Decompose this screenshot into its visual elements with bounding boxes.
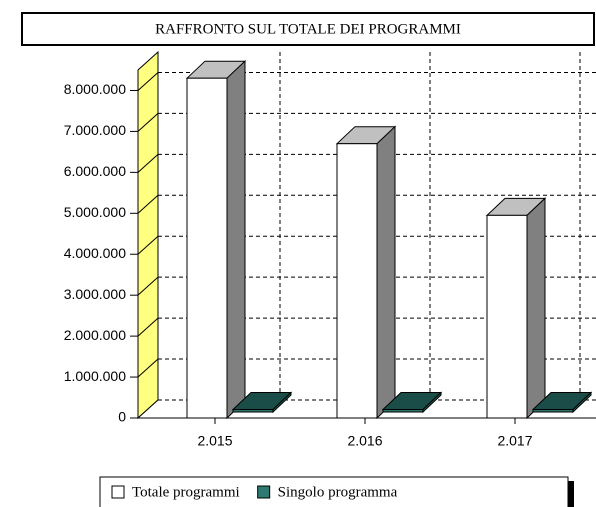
legend xyxy=(99,476,569,507)
y-tick-label: 1.000.000 xyxy=(64,368,126,384)
side-wall xyxy=(137,50,159,420)
y-tick-label: 3.000.000 xyxy=(64,286,126,302)
y-tick-label: 0 xyxy=(118,409,126,425)
x-tick-label: 2.017 xyxy=(497,433,532,449)
grid-diagonal xyxy=(137,153,159,173)
grid-diagonal xyxy=(137,358,159,378)
x-tick-label: 2.016 xyxy=(347,433,382,449)
grid-diagonal xyxy=(137,72,159,91)
grid-diagonal xyxy=(137,399,159,419)
legend-swatch xyxy=(111,485,125,499)
grid-diagonal xyxy=(137,235,159,255)
bar-side xyxy=(376,125,396,420)
grid-diagonal xyxy=(137,113,159,132)
grid-diagonal xyxy=(137,317,159,337)
x-tick-label: 2.015 xyxy=(197,433,232,449)
y-tick-label: 5.000.000 xyxy=(64,204,126,220)
y-tick-label: 6.000.000 xyxy=(64,163,126,179)
legend-swatch xyxy=(257,485,271,499)
grid-diagonal xyxy=(137,276,159,296)
legend-label: Singolo programma xyxy=(278,484,398,500)
bar xyxy=(232,409,274,413)
grid-diagonal xyxy=(137,194,159,214)
legend-label: Totale programmi xyxy=(132,484,240,500)
y-tick-label: 8.000.000 xyxy=(64,81,126,97)
y-tick-label: 2.000.000 xyxy=(64,327,126,343)
chart-title: RAFFRONTO SUL TOTALE DEI PROGRAMMI xyxy=(155,21,461,37)
bar xyxy=(336,143,378,419)
bar-side xyxy=(526,197,546,420)
y-tick-label: 7.000.000 xyxy=(64,122,126,138)
bar xyxy=(382,409,424,413)
bar xyxy=(186,77,228,419)
y-tick-label: 4.000.000 xyxy=(64,245,126,261)
bar xyxy=(532,409,574,413)
title-box xyxy=(21,12,595,46)
bar xyxy=(486,214,528,419)
bar-side xyxy=(226,60,246,420)
